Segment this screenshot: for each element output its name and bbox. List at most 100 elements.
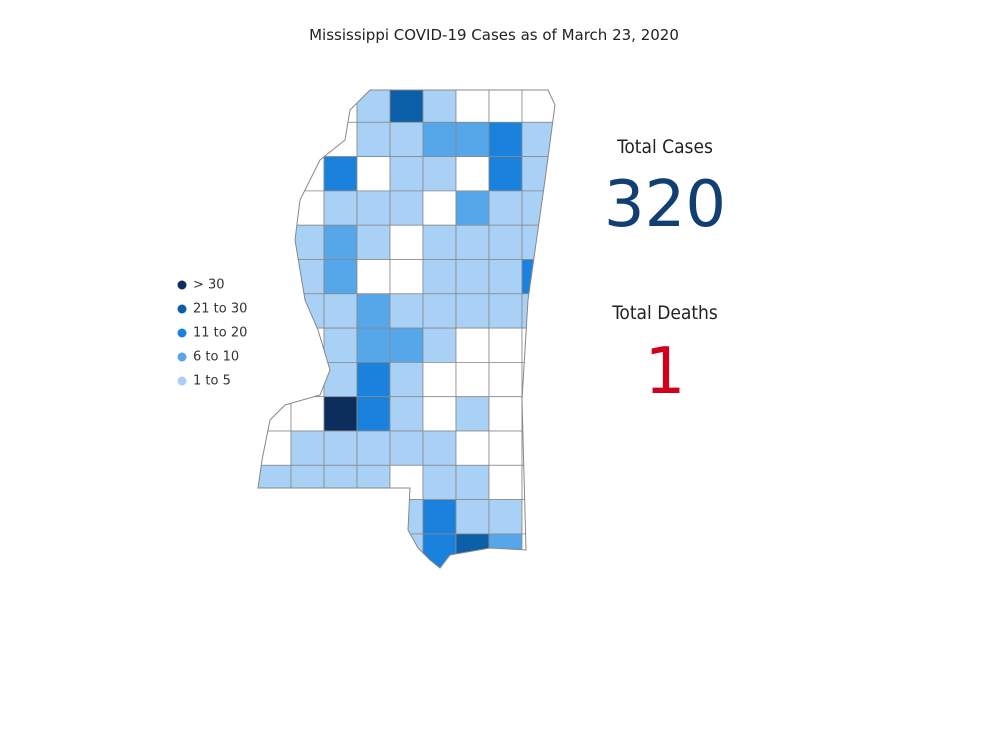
county <box>323 259 358 295</box>
county <box>455 327 490 363</box>
county <box>521 396 555 432</box>
county <box>258 190 292 226</box>
county <box>422 259 457 295</box>
state-outline <box>257 89 556 569</box>
county <box>422 327 457 363</box>
county <box>488 190 523 226</box>
county <box>323 533 358 568</box>
county <box>422 156 457 192</box>
legend-label: 1 to 5 <box>193 374 231 389</box>
county <box>488 464 523 500</box>
county <box>389 190 424 226</box>
county <box>258 293 292 329</box>
county <box>488 327 523 363</box>
county <box>488 361 523 398</box>
cases-label: Total Cases <box>616 136 713 158</box>
county <box>488 156 523 192</box>
county <box>521 259 555 295</box>
state-map <box>258 90 555 568</box>
county <box>389 293 424 329</box>
county <box>521 224 555 260</box>
county <box>422 464 457 500</box>
cases-value: 320 <box>604 168 726 242</box>
legend-dot <box>177 328 187 338</box>
county <box>455 396 490 432</box>
county <box>521 499 555 535</box>
legend-dot <box>177 352 187 362</box>
county <box>455 293 490 329</box>
county <box>258 464 292 500</box>
county <box>521 121 555 158</box>
county <box>521 533 555 568</box>
county <box>389 396 424 432</box>
county <box>422 121 457 158</box>
county <box>422 190 457 226</box>
county <box>323 156 358 192</box>
county <box>290 430 325 466</box>
county <box>290 90 325 123</box>
county <box>356 327 391 363</box>
county <box>422 533 457 568</box>
legend-label: > 30 <box>193 278 225 293</box>
county <box>455 430 490 466</box>
county <box>356 224 391 260</box>
deaths-label: Total Deaths <box>611 302 718 324</box>
county <box>389 259 424 295</box>
county <box>521 361 555 398</box>
county <box>258 327 292 363</box>
county <box>258 224 292 260</box>
county <box>488 430 523 466</box>
county <box>488 499 523 535</box>
county <box>455 464 490 500</box>
county <box>258 121 292 158</box>
county <box>323 190 358 226</box>
county <box>290 259 325 295</box>
county <box>488 259 523 295</box>
legend-label: 21 to 30 <box>193 302 247 317</box>
county <box>290 499 325 535</box>
county <box>356 396 391 432</box>
legend: > 30 21 to 30 11 to 20 6 to 10 1 to 5 <box>177 278 247 389</box>
county <box>356 259 391 295</box>
county <box>258 156 292 192</box>
county <box>422 430 457 466</box>
county <box>389 121 424 158</box>
county <box>290 190 325 226</box>
county <box>521 156 555 192</box>
county <box>488 396 523 432</box>
county <box>323 499 358 535</box>
county <box>521 464 555 500</box>
county <box>455 190 490 226</box>
county <box>455 156 490 192</box>
county <box>521 190 555 226</box>
county <box>258 396 292 432</box>
county <box>356 464 391 500</box>
county <box>422 224 457 260</box>
county <box>290 361 325 398</box>
county <box>356 156 391 192</box>
county <box>356 90 391 123</box>
county <box>389 430 424 466</box>
county <box>356 361 391 398</box>
county <box>389 156 424 192</box>
county <box>389 464 424 500</box>
county <box>389 90 424 123</box>
county <box>258 361 292 398</box>
county <box>521 90 555 123</box>
county <box>488 90 523 123</box>
county <box>356 190 391 226</box>
county <box>356 293 391 329</box>
county <box>323 90 358 123</box>
county <box>422 361 457 398</box>
county <box>258 430 292 466</box>
county <box>290 464 325 500</box>
county <box>455 361 490 398</box>
county <box>323 396 358 432</box>
county <box>389 499 424 535</box>
county <box>323 464 358 500</box>
county <box>356 533 391 568</box>
county <box>323 430 358 466</box>
county <box>389 327 424 363</box>
legend-dot <box>177 376 187 386</box>
county <box>422 499 457 535</box>
